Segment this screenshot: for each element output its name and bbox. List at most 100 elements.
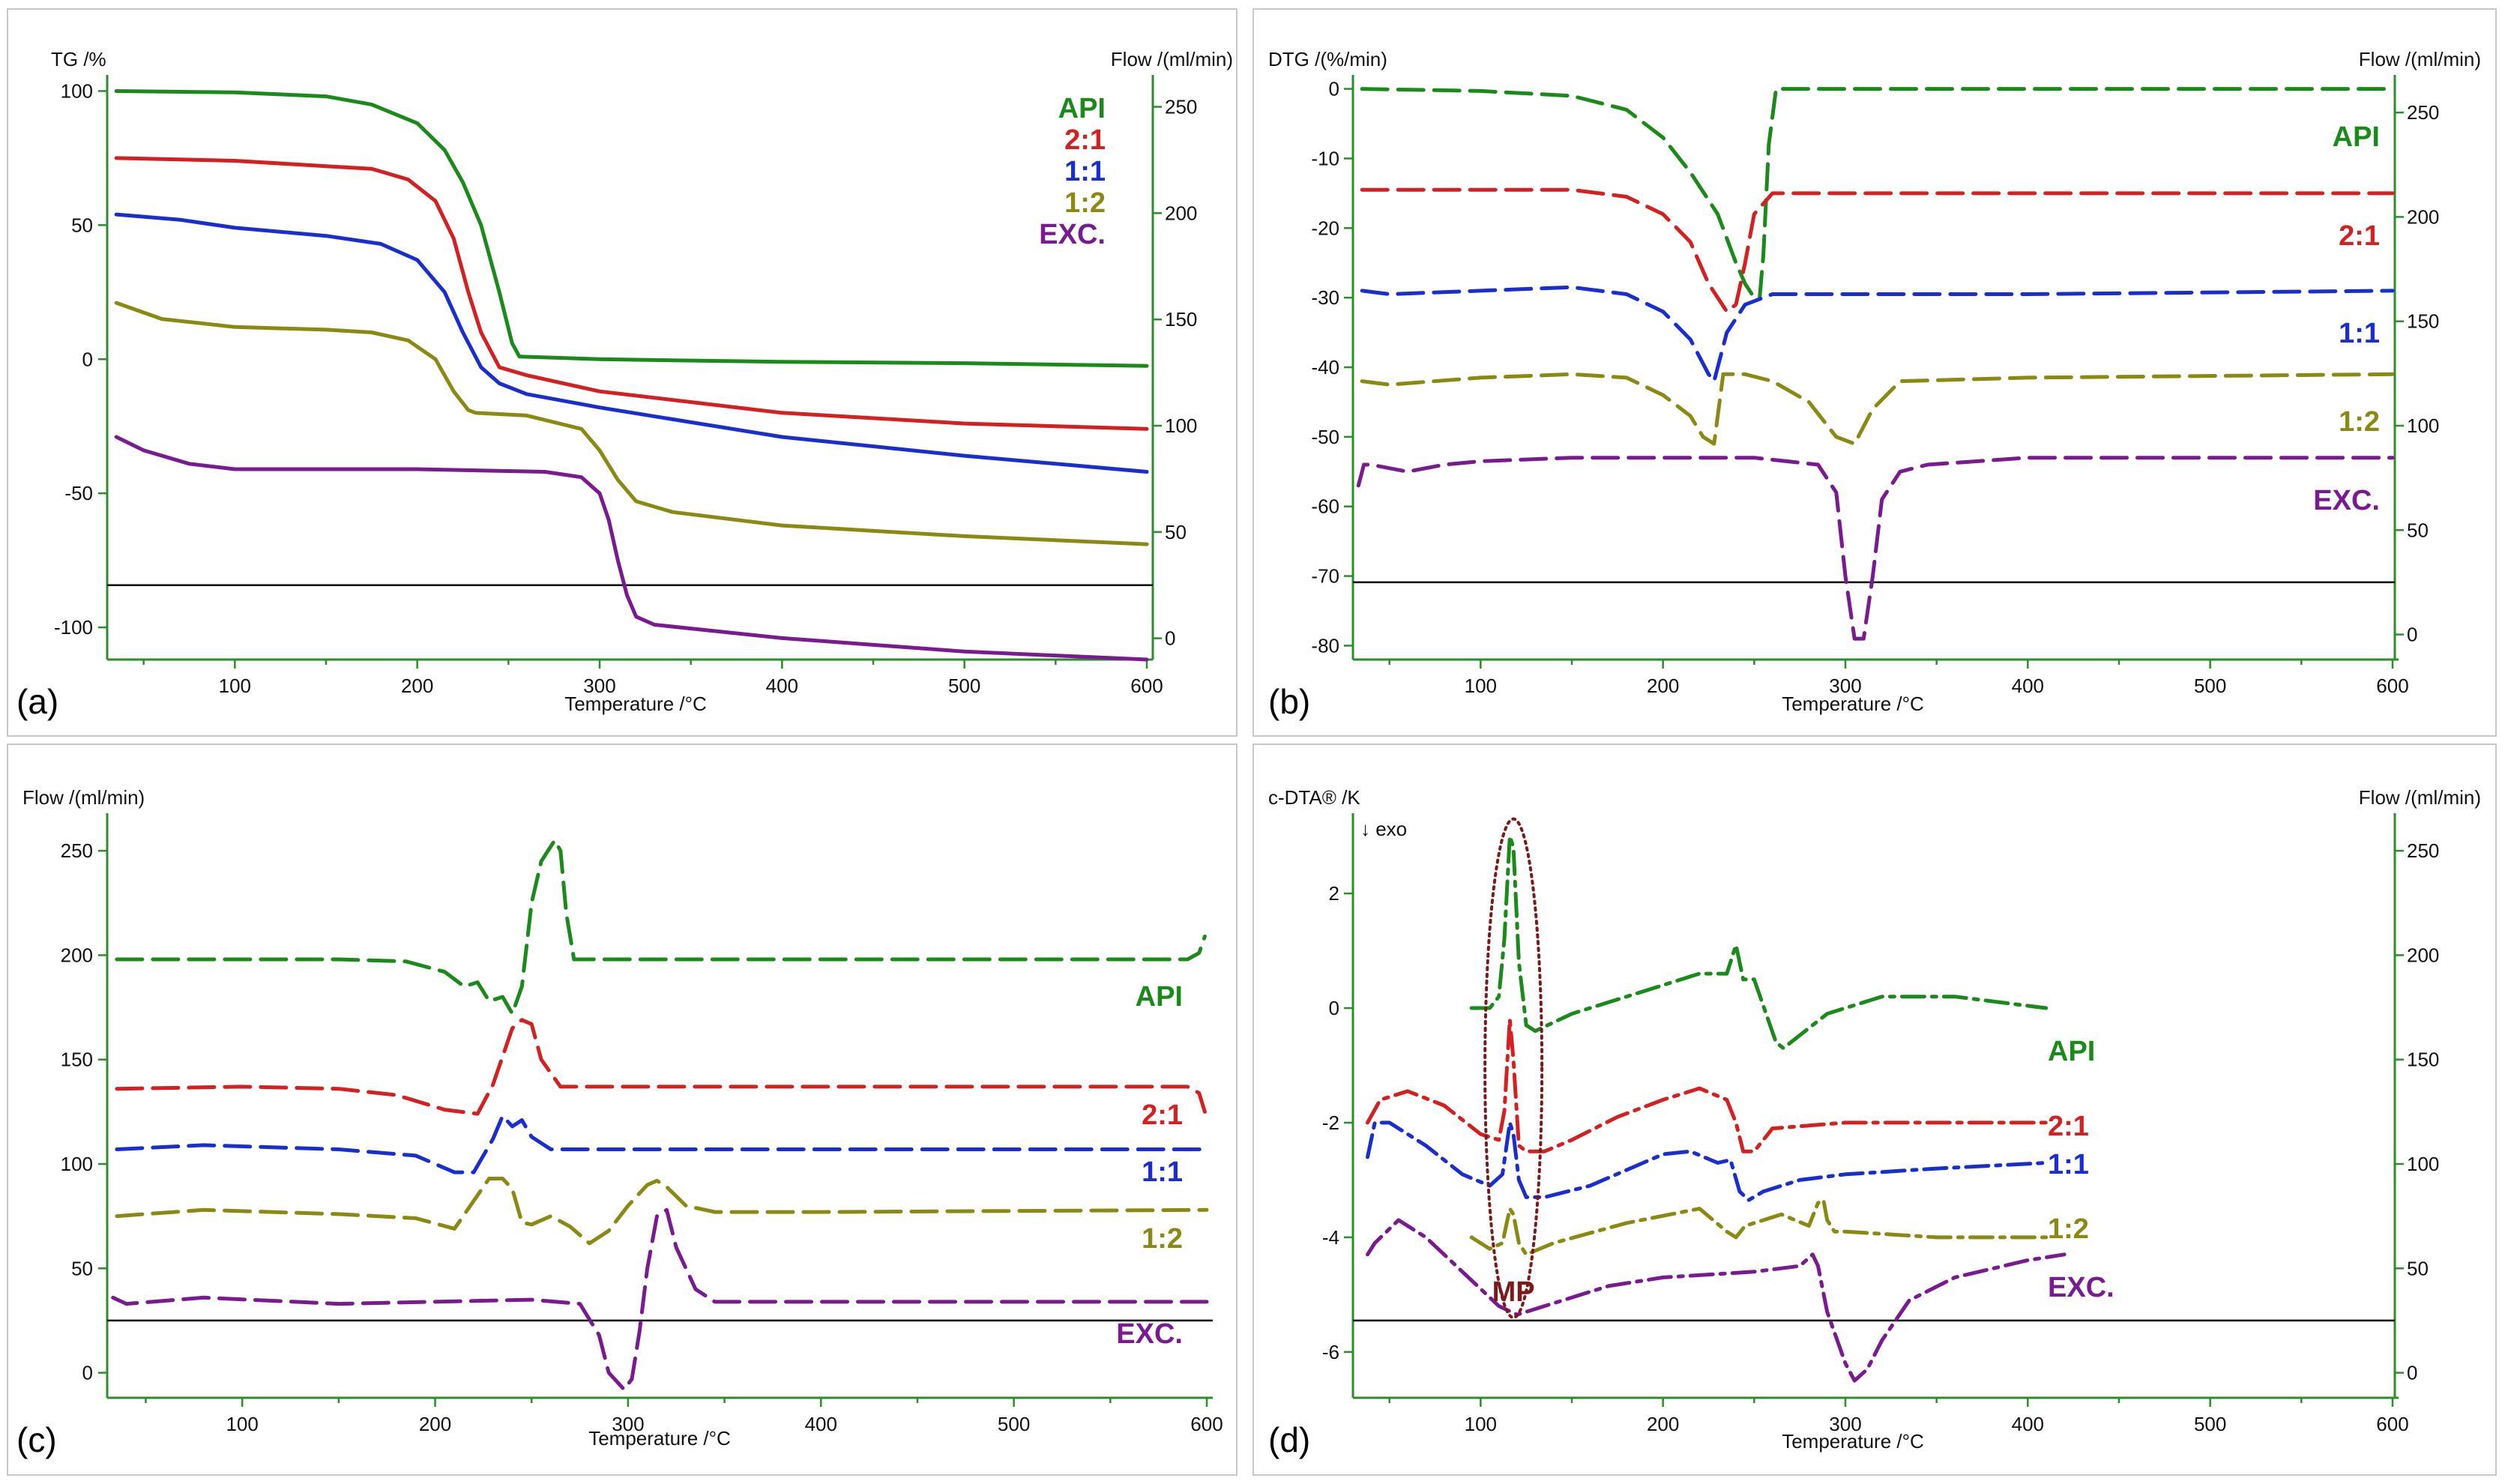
- series-line-21: [115, 1018, 1207, 1116]
- legend-label-api: API: [1058, 93, 1106, 124]
- panel-label: (a): [16, 682, 58, 721]
- mp-highlight-ellipse: [1483, 817, 1544, 1319]
- y2-tick-label: 200: [1165, 202, 1197, 224]
- legend-label-exc: EXC.: [1116, 1318, 1183, 1350]
- y-tick-label: 100: [61, 1153, 93, 1175]
- y2-tick-label: 50: [1165, 521, 1187, 543]
- x-tick-label: 200: [1647, 675, 1679, 697]
- legend-label-11: 1:1: [1142, 1156, 1183, 1188]
- legend-label-21: 2:1: [1142, 1100, 1183, 1131]
- y-tick-label: 0: [1329, 78, 1339, 100]
- y-tick-label: -70: [1311, 565, 1339, 588]
- y-tick-label: 0: [82, 348, 93, 370]
- x-tick-label: 400: [2012, 1413, 2044, 1435]
- panel-frame: [7, 743, 1238, 1476]
- y2-tick-label: 100: [2407, 414, 2439, 437]
- y-tick-label: 0: [82, 1362, 93, 1384]
- x-tick-label: 200: [401, 675, 433, 697]
- y2-tick-label: 50: [2407, 1257, 2429, 1279]
- series-line-21: [1360, 187, 2395, 314]
- panel-label: (b): [1268, 682, 1310, 721]
- y-tick-label: -4: [1322, 1226, 1339, 1249]
- x-tick-label: 300: [1829, 675, 1861, 697]
- x-tick-label: 400: [805, 1413, 837, 1435]
- y2-tick-label: 100: [1165, 414, 1197, 437]
- y2-tick-label: 250: [2407, 101, 2439, 124]
- x-tick-label: 300: [583, 675, 615, 697]
- x-tick-label: 600: [2376, 1413, 2408, 1435]
- x-tick-label: 400: [2012, 675, 2044, 697]
- series-line-api: [1360, 87, 2395, 300]
- y2-tick-label: 250: [2407, 839, 2439, 862]
- y2-tick-label: 100: [2407, 1153, 2439, 1175]
- y-tick-label: -60: [1311, 495, 1339, 518]
- y-tick-label: -100: [54, 616, 93, 639]
- y-tick-label: -30: [1311, 286, 1339, 309]
- y-tick-label: -10: [1311, 147, 1339, 169]
- x-tick-label: 500: [948, 675, 980, 697]
- right-axis-title: Flow /(ml/min): [2359, 786, 2481, 809]
- legend-label-11: 1:1: [2048, 1149, 2089, 1180]
- y-tick-label: -40: [1311, 356, 1339, 378]
- x-tick-label: 300: [612, 1413, 644, 1435]
- legend-label-12: 1:2: [1064, 187, 1106, 219]
- panel-frame: [1252, 743, 2497, 1476]
- series-line-11: [1360, 285, 2395, 384]
- x-axis-title: Temperature /°C: [564, 693, 707, 715]
- legend-label-21: 2:1: [2339, 220, 2380, 252]
- y-tick-label: -50: [1311, 426, 1339, 448]
- legend-label-api: API: [2333, 121, 2380, 153]
- y2-tick-label: 0: [1165, 627, 1175, 650]
- legend-label-api: API: [1136, 981, 1183, 1013]
- y-tick-label: 2: [1329, 882, 1339, 905]
- legend-label-11: 1:1: [1064, 156, 1106, 187]
- legend-label-12: 1:2: [1142, 1223, 1183, 1255]
- series-line-exc: [1366, 1218, 2067, 1383]
- y2-tick-label: 150: [2407, 310, 2439, 333]
- series-line-12: [1469, 1198, 2049, 1257]
- y-tick-label: 150: [61, 1049, 93, 1071]
- series-line-api: [1469, 834, 2049, 1050]
- x-tick-label: 600: [1190, 1413, 1223, 1435]
- x-tick-label: 100: [226, 1413, 258, 1435]
- left-axis-title: c-DTA® /K: [1268, 786, 1360, 809]
- legend-label-exc: EXC.: [1039, 219, 1106, 250]
- legend-label-api: API: [2048, 1036, 2095, 1067]
- x-axis-title: Temperature /°C: [1782, 693, 1924, 715]
- x-tick-label: 200: [1647, 1413, 1679, 1435]
- right-axis-title: Flow /(ml/min): [1111, 48, 1233, 70]
- left-axis-title: DTG /(%/min): [1268, 48, 1387, 70]
- x-tick-label: 100: [219, 675, 251, 697]
- legend-label-21: 2:1: [2048, 1111, 2089, 1142]
- series-line-12: [115, 1177, 1209, 1246]
- y-tick-label: 100: [61, 79, 93, 102]
- x-axis-title: Temperature /°C: [1782, 1430, 1924, 1453]
- panel-label: (c): [16, 1420, 57, 1459]
- y2-tick-label: 0: [2407, 624, 2417, 646]
- y-tick-label: 50: [71, 214, 93, 236]
- series-line-12: [114, 301, 1149, 546]
- panel-b-dtg-chart: 100 200 300 400 500 6000-10-20-30-40-50-60-70…: [1252, 8, 2497, 737]
- series-line-exc: [111, 1207, 1209, 1392]
- right-axis-title: Flow /(ml/min): [2359, 48, 2481, 70]
- panel-a-tg-chart: 100 200 300 400 500 600100500-50-100250200150…: [7, 8, 1238, 737]
- legend-label-exc: EXC.: [2313, 485, 2380, 516]
- x-tick-label: 600: [2376, 675, 2408, 697]
- y-tick-label: 50: [71, 1257, 93, 1279]
- legend-label-exc: EXC.: [2048, 1272, 2114, 1303]
- mp-annotation-label: MP: [1492, 1276, 1535, 1308]
- left-axis-title: TG /%: [51, 48, 106, 70]
- series-line-11: [114, 212, 1149, 474]
- x-tick-label: 500: [2194, 1413, 2226, 1435]
- legend-label-11: 1:1: [2339, 318, 2380, 349]
- left-axis-title: Flow /(ml/min): [22, 786, 145, 809]
- y-tick-label: -80: [1311, 634, 1339, 657]
- series-line-api: [114, 89, 1149, 368]
- x-tick-label: 100: [1465, 1413, 1497, 1435]
- x-tick-label: 600: [1130, 675, 1163, 697]
- series-line-exc: [1356, 456, 2395, 641]
- series-line-12: [1360, 372, 2395, 446]
- y2-tick-label: 200: [2407, 944, 2439, 966]
